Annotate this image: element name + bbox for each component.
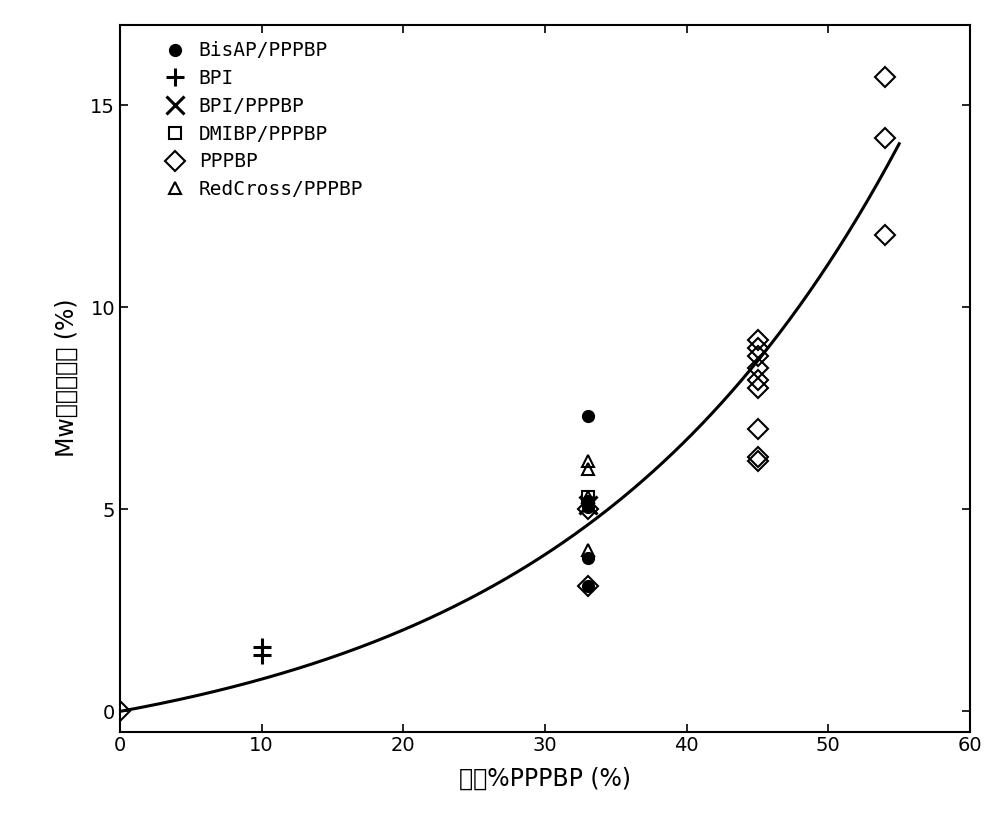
BisAP/PPPBP [582, 553, 594, 563]
PPPBP [752, 452, 764, 462]
PPPBP [752, 343, 764, 353]
BisAP/PPPBP [582, 412, 594, 422]
BisAP/PPPBP [582, 496, 594, 506]
PPPBP [114, 706, 126, 716]
RedCross/PPPBP [582, 545, 594, 555]
Y-axis label: Mw损失高压蚌 (%): Mw损失高压蚌 (%) [55, 299, 79, 457]
BPI [256, 650, 268, 660]
BPI [256, 642, 268, 652]
PPPBP [752, 335, 764, 344]
PPPBP [879, 133, 891, 143]
X-axis label: 摸尔%PPPBP (%): 摸尔%PPPBP (%) [459, 767, 631, 791]
Line: RedCross/PPPBP: RedCross/PPPBP [582, 455, 593, 556]
RedCross/PPPBP [582, 456, 594, 466]
Line: PPPBP: PPPBP [113, 70, 892, 718]
PPPBP [752, 375, 764, 385]
BisAP/PPPBP [582, 502, 594, 512]
RedCross/PPPBP [582, 492, 594, 502]
Line: BisAP/PPPBP: BisAP/PPPBP [582, 411, 593, 592]
PPPBP [582, 505, 594, 515]
BisAP/PPPBP [582, 581, 594, 591]
Line: BPI: BPI [253, 638, 271, 664]
PPPBP [879, 230, 891, 240]
PPPBP [752, 363, 764, 373]
PPPBP [879, 72, 891, 82]
PPPBP [582, 581, 594, 591]
PPPBP [752, 351, 764, 361]
Legend: BisAP/PPPBP, BPI, BPI/PPPBP, DMIBP/PPPBP, PPPBP, RedCross/PPPBP: BisAP/PPPBP, BPI, BPI/PPPBP, DMIBP/PPPBP… [164, 41, 363, 199]
PPPBP [752, 383, 764, 393]
PPPBP [752, 423, 764, 433]
RedCross/PPPBP [582, 464, 594, 474]
PPPBP [752, 456, 764, 466]
